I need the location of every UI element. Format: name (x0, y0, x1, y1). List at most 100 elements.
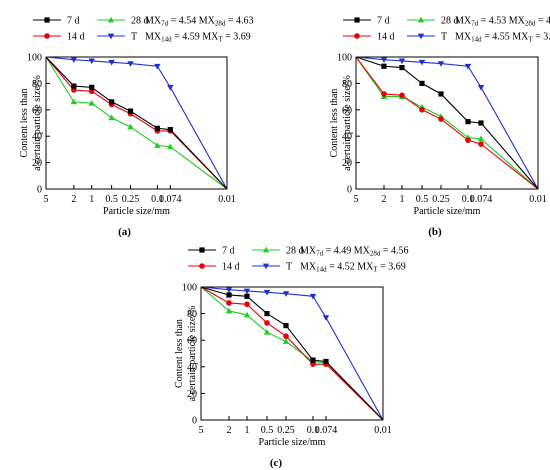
legend-marker (354, 17, 360, 23)
panel-label: (b) (428, 226, 442, 238)
data-point-7d (283, 322, 289, 329)
data-point-28d (154, 142, 161, 148)
y-axis-label: Content less than a certain particle size… (174, 306, 198, 402)
data-point-14d (465, 137, 471, 143)
annotation-part: MX (300, 262, 317, 273)
data-point-14d (226, 300, 232, 306)
x-tick-label: 1 (244, 425, 249, 436)
legend-entry-7d: 7 d (188, 246, 235, 257)
data-point-14d (283, 333, 289, 340)
annotation-part: = 3.69 (223, 32, 251, 43)
data-point-T (167, 84, 174, 91)
legend-entry-28d: 28 d (407, 16, 459, 27)
x-axis-label: Particle size/mm (414, 206, 481, 217)
data-point-7d (310, 357, 316, 363)
annotation-mx-2: MX14d = 4.52 MXT = 3.69 (300, 262, 406, 274)
annotation-part: 7d (161, 20, 169, 28)
legend-entry-14d: 14 d (33, 32, 85, 43)
data-point-7d (399, 64, 405, 71)
legend-marker (44, 17, 50, 23)
x-tick-label: 0.1 (151, 194, 164, 205)
data-point-28d (225, 307, 233, 314)
data-point-7d (71, 83, 77, 89)
chart-panel-1: 0 20 40 60 80 100 5 2 1 0.5 0.25 0.10.074 0.01 Partic… (19, 16, 254, 239)
data-point-T (88, 58, 95, 65)
series-line-28d (45, 56, 228, 190)
legend-marker (354, 33, 360, 39)
data-point-T (380, 57, 388, 63)
legend-marker (262, 263, 270, 270)
y-tick-label: 20 (32, 158, 42, 169)
data-point-7d (478, 120, 484, 126)
annotation-part: 28d (215, 20, 226, 28)
x-tick-label: 0.5 (261, 425, 274, 436)
y-axis-label-line-1: Content less than (329, 89, 340, 158)
legend-label: 14 d (222, 262, 240, 273)
data-point-14d (419, 107, 425, 113)
series-line-28d (200, 286, 384, 421)
chart-panel-2: 0 20 40 60 80 100 5 2 1 0.5 0.25 0.10.074 0.01 Partic… (329, 16, 550, 239)
series-line-T (200, 286, 384, 421)
y-tick-label: 20 (187, 389, 197, 400)
data-point-7d (226, 292, 232, 298)
data-point-7d (419, 80, 425, 86)
annotation-part: MX (300, 246, 317, 257)
legend-entry-28d: 28 d (252, 246, 304, 257)
x-tick-label: 1 (89, 194, 94, 205)
legend-label: 7 d (222, 246, 235, 257)
x-tick-label: 0.074 (470, 194, 493, 205)
annotation-part: = 4.61 (535, 16, 550, 27)
data-point-28d (243, 311, 251, 318)
legend-marker (107, 16, 115, 23)
data-point-T (418, 59, 426, 66)
legend-entry-T: T (252, 262, 292, 273)
y-tick-label: 100 (337, 53, 352, 64)
series-line-28d (355, 56, 539, 190)
data-point-28d (108, 114, 115, 121)
data-point-14d (381, 91, 387, 97)
legend-entry-14d: 14 d (343, 32, 395, 43)
annotation-part: 14d (161, 36, 172, 44)
series-line-T (355, 56, 539, 190)
annotation-part: = 4.56 (380, 246, 408, 257)
x-tick-label: 2 (381, 194, 386, 205)
y-axis-label-line-1: Content less than (174, 319, 185, 388)
data-point-T (127, 61, 134, 67)
x-tick-label: 0.01 (529, 194, 547, 205)
data-point-14d (438, 116, 444, 122)
annotation-part: = 4.54 MX (168, 16, 216, 27)
y-tick-label: 40 (342, 132, 352, 143)
annotation-part: = 4.52 MX (327, 262, 375, 273)
y-tick-label: 0 (192, 416, 197, 427)
data-point-7d (167, 127, 173, 133)
legend-entry-7d: 7 d (33, 16, 80, 27)
x-tick-label: 1 (399, 194, 404, 205)
y-tick-label: 0 (37, 185, 42, 196)
legend-marker (199, 263, 205, 269)
data-point-28d (282, 338, 290, 344)
data-point-7d (264, 311, 270, 317)
data-point-7d (127, 108, 134, 114)
x-tick-label: 5 (354, 194, 359, 205)
x-tick-label: 0.074 (315, 425, 338, 436)
x-axis-label: Particle size/mm (103, 206, 170, 217)
annotation-part: MX (145, 16, 162, 27)
data-point-T (437, 61, 445, 67)
legend-label: 7 d (67, 16, 80, 27)
data-point-7d (381, 63, 387, 69)
x-tick-label: 5 (44, 194, 49, 205)
y-tick-label: 80 (342, 79, 352, 90)
data-point-7d (154, 125, 160, 131)
y-tick-label: 60 (342, 105, 352, 116)
legend-marker (417, 33, 425, 40)
data-point-28d (127, 123, 134, 130)
legend-label: 28 d (286, 246, 304, 257)
annotation-part: T (373, 266, 378, 274)
annotation-part: 28d (370, 250, 381, 258)
legend-marker (262, 246, 270, 253)
legend-marker (199, 247, 205, 253)
annotation-part: MX (455, 16, 472, 27)
y-tick-label: 40 (187, 362, 197, 373)
data-point-T (263, 289, 271, 296)
data-point-T (398, 58, 406, 65)
